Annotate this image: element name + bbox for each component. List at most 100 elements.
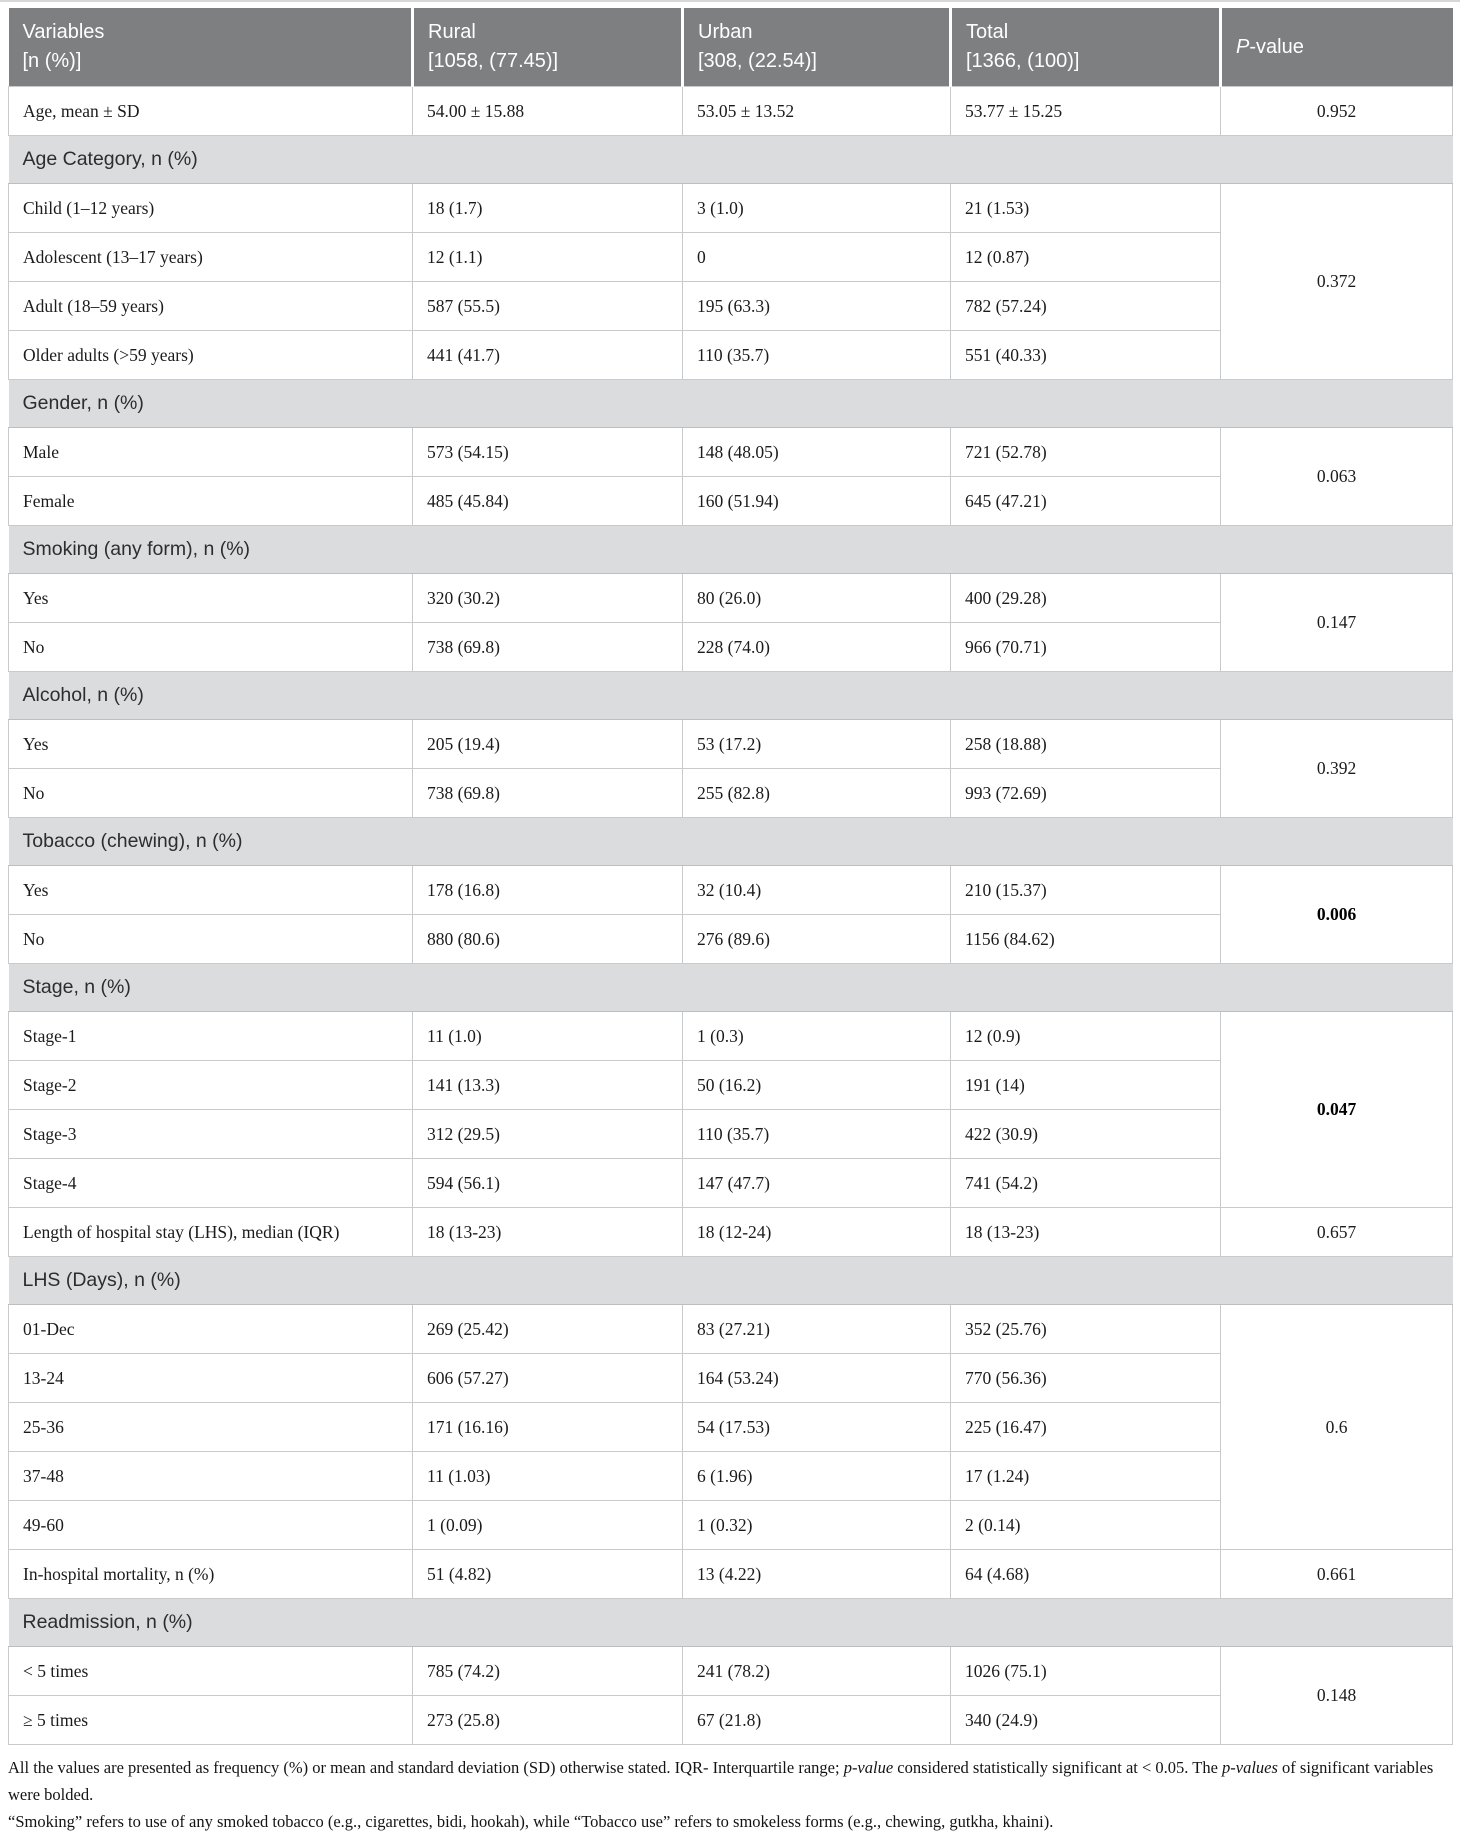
pvalue-italic-p: P	[1236, 35, 1250, 58]
total-cell: 993 (72.69)	[950, 768, 1221, 818]
section-header-label: Alcohol, n (%)	[8, 671, 1453, 720]
section-header-row: Smoking (any form), n (%)	[8, 525, 1453, 574]
table-footnotes: All the values are presented as frequenc…	[8, 1745, 1452, 1835]
rural-cell: 1 (0.09)	[412, 1500, 683, 1550]
total-cell: 782 (57.24)	[950, 281, 1221, 331]
section-header-row: Gender, n (%)	[8, 379, 1453, 428]
p-value-cell: 0.147	[1220, 573, 1453, 672]
col-header-line2: [1366, (100)]	[966, 50, 1080, 72]
urban-cell: 164 (53.24)	[682, 1353, 951, 1403]
rural-cell: 51 (4.82)	[412, 1549, 683, 1599]
table-row: 01-Dec 269 (25.42) 83 (27.21) 352 (25.76) 0.…	[8, 1304, 1453, 1550]
p-value-cell: 0.661	[1220, 1549, 1453, 1599]
variable-cell: < 5 times	[8, 1646, 413, 1696]
section-header-label: Age Category, n (%)	[8, 135, 1453, 184]
total-cell: 1156 (84.62)	[950, 914, 1221, 964]
col-header-line1: Urban	[698, 21, 753, 43]
variable-cell: No	[8, 768, 413, 818]
variable-cell: Yes	[8, 865, 413, 915]
urban-cell: 1 (0.32)	[682, 1500, 951, 1550]
rural-cell: 880 (80.6)	[412, 914, 683, 964]
total-cell: 741 (54.2)	[950, 1158, 1221, 1208]
urban-cell: 1 (0.3)	[682, 1011, 951, 1061]
footnote-italic-term: p-values	[1222, 1758, 1278, 1777]
rural-cell: 785 (74.2)	[412, 1646, 683, 1696]
urban-cell: 255 (82.8)	[682, 768, 951, 818]
table-row: Yes 320 (30.2) 80 (26.0) 400 (29.28) 0.147	[8, 573, 1453, 672]
col-header-rural: Rural [1058, (77.45)]	[411, 8, 683, 87]
urban-cell: 32 (10.4)	[682, 865, 951, 915]
variable-cell: 01-Dec	[8, 1304, 413, 1354]
variable-cell: Child (1–12 years)	[8, 183, 413, 233]
total-cell: 2 (0.14)	[950, 1500, 1221, 1550]
urban-cell: 148 (48.05)	[682, 427, 951, 477]
footnote-general: All the values are presented as frequenc…	[8, 1754, 1450, 1808]
variable-cell: Older adults (>59 years)	[8, 330, 413, 380]
rural-cell: 11 (1.03)	[412, 1451, 683, 1501]
urban-cell: 160 (51.94)	[682, 476, 951, 526]
urban-cell: 3 (1.0)	[682, 183, 951, 233]
rural-cell: 273 (25.8)	[412, 1695, 683, 1745]
urban-cell: 83 (27.21)	[682, 1304, 951, 1354]
urban-cell: 53.05 ± 13.52	[682, 86, 951, 136]
variable-cell: ≥ 5 times	[8, 1695, 413, 1745]
total-cell: 400 (29.28)	[950, 573, 1221, 623]
section-header-label: Gender, n (%)	[8, 379, 1453, 428]
section-header-row: Readmission, n (%)	[8, 1598, 1453, 1647]
urban-cell: 54 (17.53)	[682, 1402, 951, 1452]
pvalue-rest: -value	[1249, 35, 1304, 58]
total-cell: 1026 (75.1)	[950, 1646, 1221, 1696]
variable-cell: Stage-3	[8, 1109, 413, 1159]
col-header-line1: Total	[966, 21, 1009, 43]
total-cell: 210 (15.37)	[950, 865, 1221, 915]
variable-cell: In-hospital mortality, n (%)	[8, 1549, 413, 1599]
rural-cell: 738 (69.8)	[412, 768, 683, 818]
p-value-cell: 0.047	[1220, 1011, 1453, 1208]
urban-cell: 67 (21.8)	[682, 1695, 951, 1745]
table-row: Stage-1 11 (1.0) 1 (0.3) 12 (0.9) 0.047	[8, 1011, 1453, 1208]
total-cell: 258 (18.88)	[950, 719, 1221, 769]
patient-characteristics-table: Variables [n (%)] Rural [1058, (77.45)] …	[8, 8, 1453, 1745]
total-cell: 422 (30.9)	[950, 1109, 1221, 1159]
table-row: Yes 205 (19.4) 53 (17.2) 258 (18.88) 0.392	[8, 719, 1453, 818]
table-row: Length of hospital stay (LHS), median (I…	[8, 1207, 1453, 1257]
rural-cell: 485 (45.84)	[412, 476, 683, 526]
variable-cell: No	[8, 914, 413, 964]
total-cell: 352 (25.76)	[950, 1304, 1221, 1354]
total-cell: 191 (14)	[950, 1060, 1221, 1110]
rural-cell: 171 (16.16)	[412, 1402, 683, 1452]
col-header-line2: [n (%)]	[22, 50, 82, 72]
table-row: Male 573 (54.15) 148 (48.05) 721 (52.78) 0.0…	[8, 427, 1453, 526]
variable-cell: Female	[8, 476, 413, 526]
total-cell: 645 (47.21)	[950, 476, 1221, 526]
col-header-pvalue: P-value	[1219, 8, 1453, 87]
p-value-cell: 0.148	[1220, 1646, 1453, 1745]
variable-cell: Yes	[8, 719, 413, 769]
urban-cell: 50 (16.2)	[682, 1060, 951, 1110]
col-header-variables: Variables [n (%)]	[8, 8, 413, 87]
col-header-line2: [308, (22.54)]	[698, 50, 817, 72]
table-row: Stage-3 312 (29.5) 110 (35.7) 422 (30.9)	[8, 1109, 1453, 1159]
urban-cell: 80 (26.0)	[682, 573, 951, 623]
total-cell: 770 (56.36)	[950, 1353, 1221, 1403]
rural-cell: 441 (41.7)	[412, 330, 683, 380]
total-cell: 966 (70.71)	[950, 622, 1221, 672]
table-row: 37-48 11 (1.03) 6 (1.96) 17 (1.24)	[8, 1451, 1453, 1501]
rural-cell: 11 (1.0)	[412, 1011, 683, 1061]
variable-cell: Age, mean ± SD	[8, 86, 413, 136]
table-row: Adolescent (13–17 years) 12 (1.1) 0 12 (0.8…	[8, 232, 1453, 282]
table-row: Child (1–12 years) 18 (1.7) 3 (1.0) 21 (1.5…	[8, 183, 1453, 380]
variable-cell: Adolescent (13–17 years)	[8, 232, 413, 282]
rural-cell: 18 (1.7)	[412, 183, 683, 233]
total-cell: 225 (16.47)	[950, 1402, 1221, 1452]
urban-cell: 18 (12-24)	[682, 1207, 951, 1257]
section-header-label: Smoking (any form), n (%)	[8, 525, 1453, 574]
total-cell: 551 (40.33)	[950, 330, 1221, 380]
total-cell: 12 (0.87)	[950, 232, 1221, 282]
urban-cell: 147 (47.7)	[682, 1158, 951, 1208]
urban-cell: 276 (89.6)	[682, 914, 951, 964]
total-cell: 17 (1.24)	[950, 1451, 1221, 1501]
table-row: < 5 times 785 (74.2) 241 (78.2) 1026 (75.1)…	[8, 1646, 1453, 1745]
p-value-cell: 0.372	[1220, 183, 1453, 380]
